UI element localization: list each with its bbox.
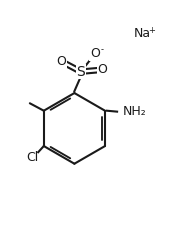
Text: NH₂: NH₂	[123, 105, 146, 118]
Text: -: -	[100, 45, 103, 54]
Text: S: S	[76, 65, 85, 79]
Text: Cl: Cl	[27, 151, 39, 164]
Text: Na: Na	[134, 27, 151, 40]
Text: O: O	[97, 63, 107, 76]
Text: O: O	[56, 55, 66, 68]
Text: O: O	[90, 47, 100, 60]
Text: +: +	[148, 26, 155, 35]
